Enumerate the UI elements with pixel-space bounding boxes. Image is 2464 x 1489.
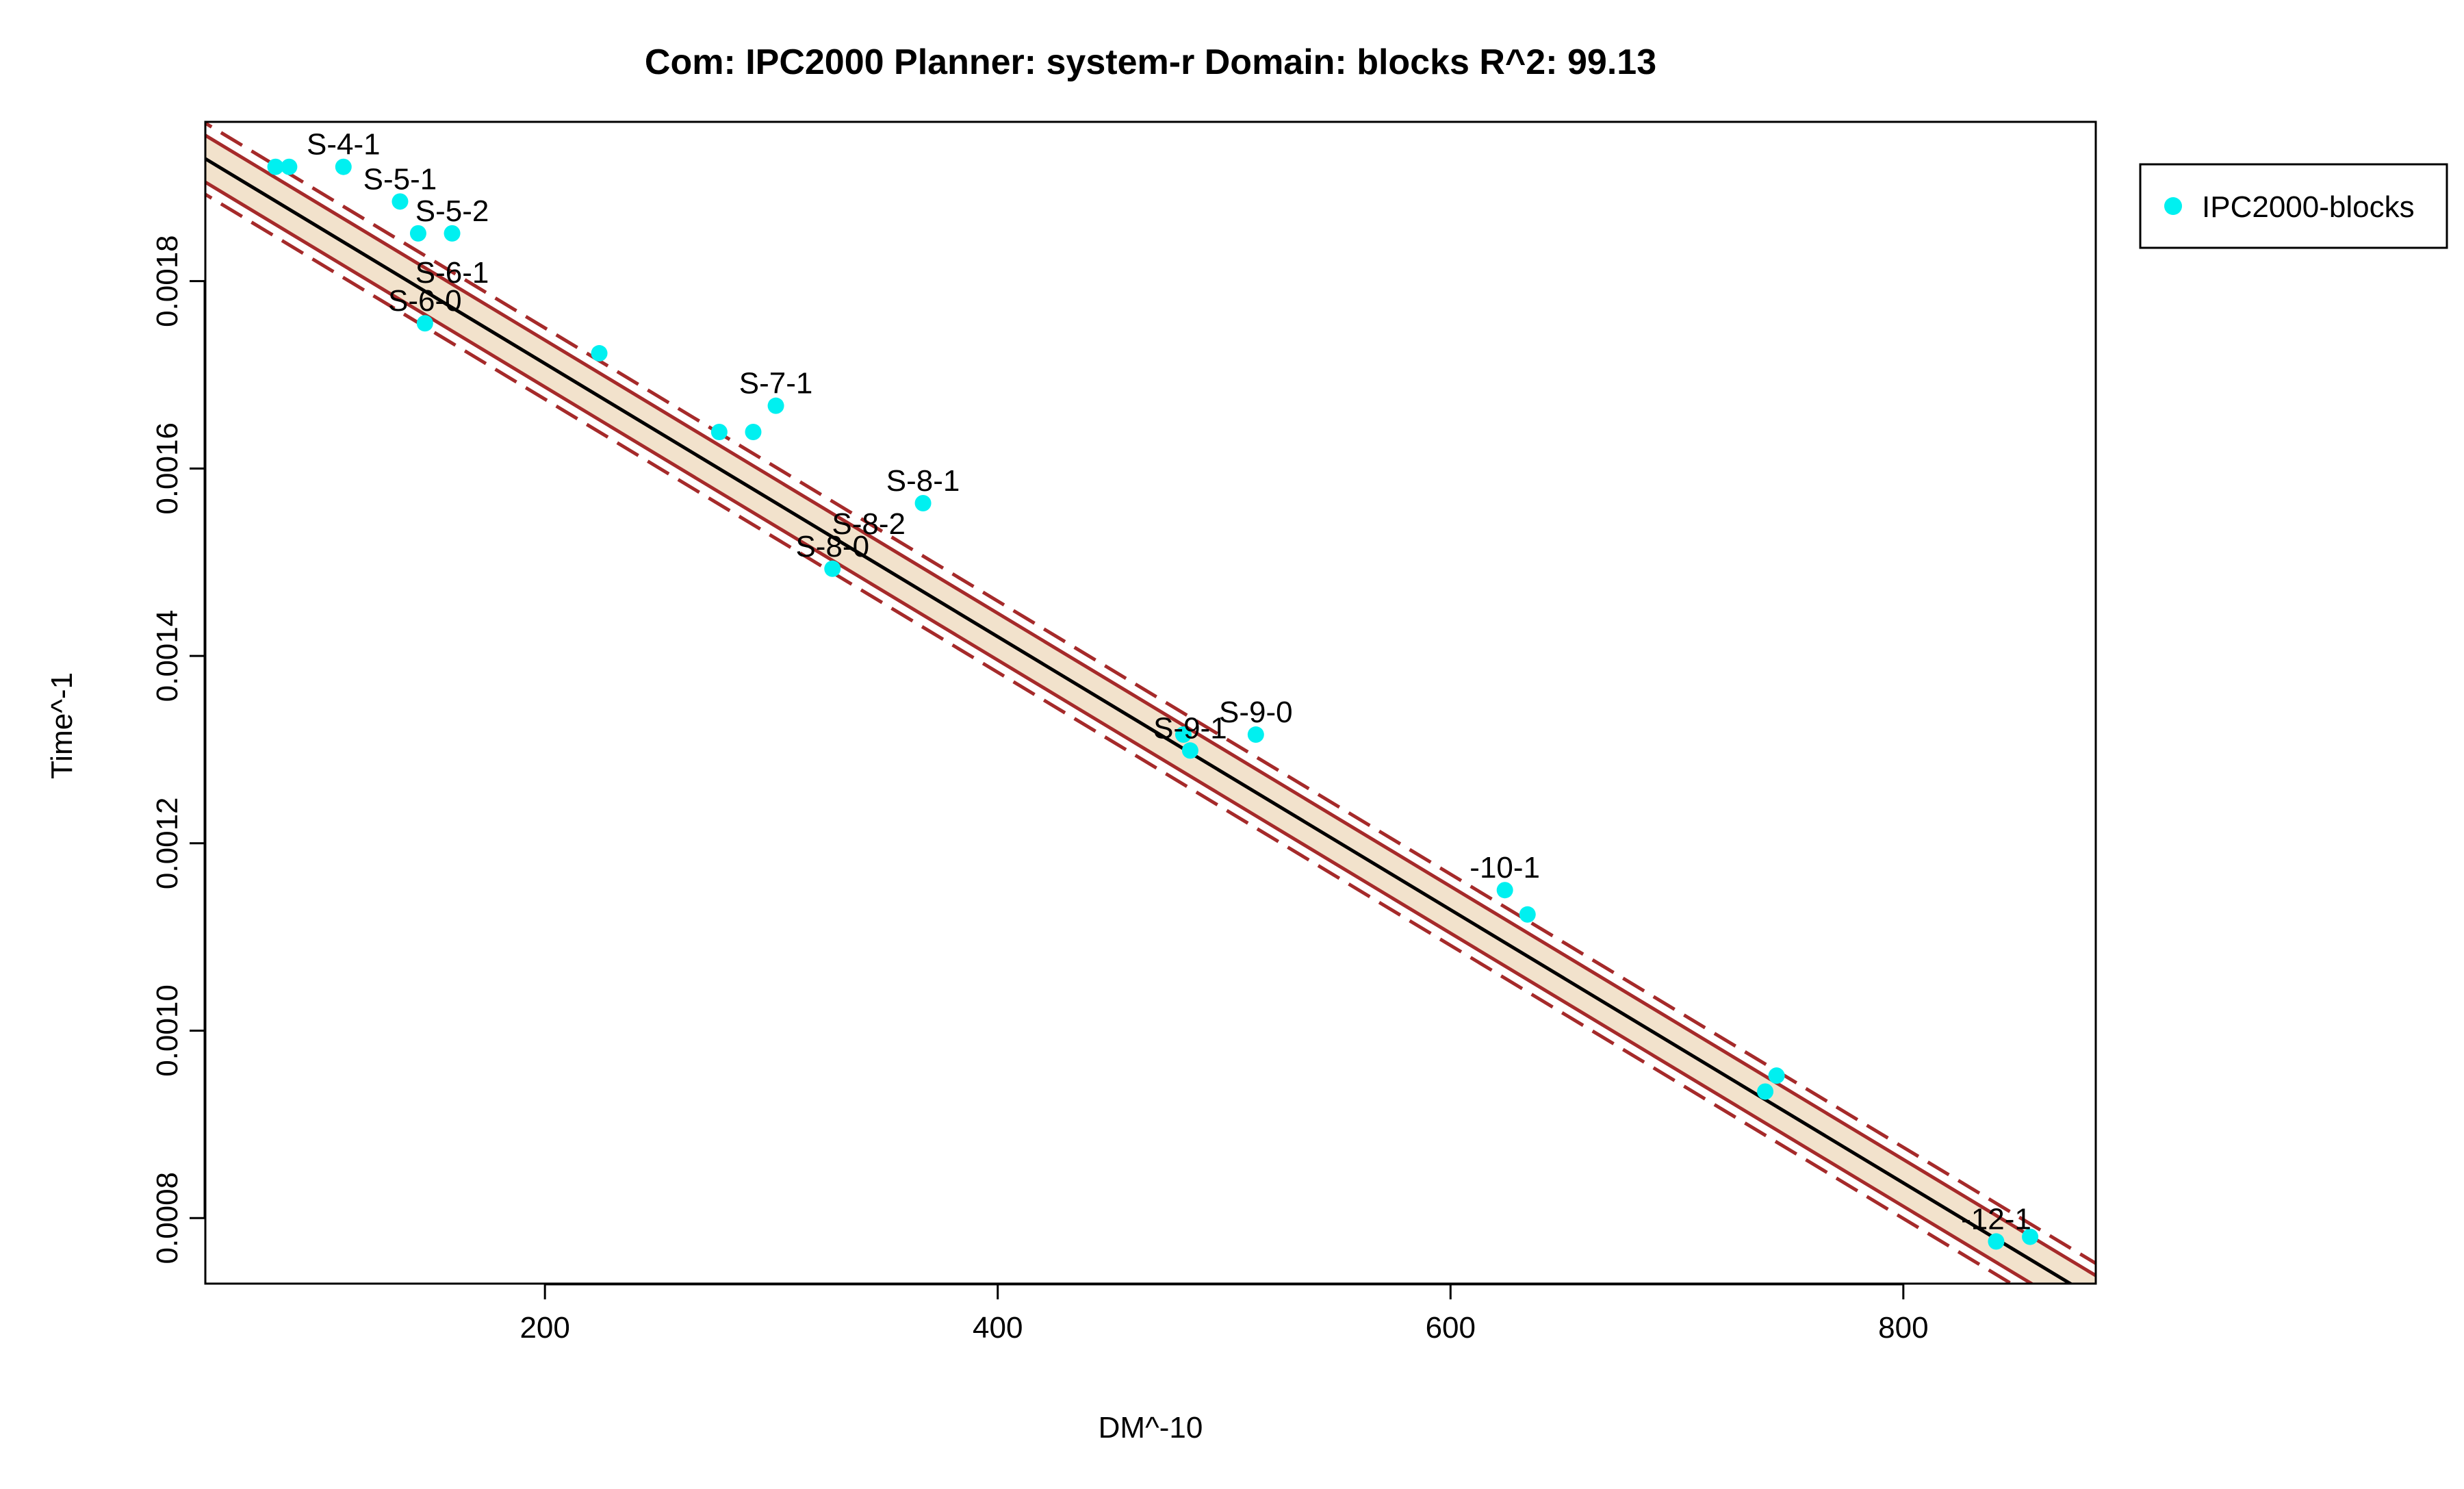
point-label: S-8-2 (832, 507, 906, 541)
data-point (1181, 742, 1198, 759)
y-tick-label: 0.0018 (151, 235, 184, 327)
y-tick-label: 0.0016 (151, 422, 184, 515)
data-point (914, 494, 932, 511)
legend-marker (2164, 197, 2182, 215)
data-point (767, 397, 784, 414)
legend-entry-label: IPC2000-blocks (2202, 190, 2415, 224)
point-label: S-8-0 (795, 530, 869, 563)
x-tick-label: 600 (1426, 1311, 1476, 1345)
prediction-lower-line (205, 192, 2015, 1284)
data-point (824, 560, 841, 577)
y-tick-label: 0.0012 (151, 797, 184, 889)
data-point (1519, 906, 1536, 923)
data-point (409, 225, 426, 242)
point-label: S-5-2 (415, 194, 489, 228)
point-label: S-9-0 (1219, 696, 1293, 729)
x-axis: 200 400 600 800 (519, 1283, 1929, 1345)
y-tick-label: 0.0010 (151, 984, 184, 1077)
plot-area: S-4-1S-5-1S-5-2 S-6-1S-6-0 S-7-1 S-8-1 S-8-2… (205, 122, 2096, 1284)
data-point (392, 193, 409, 210)
y-tick-label: 0.0008 (151, 1172, 184, 1264)
data-point (1757, 1083, 1774, 1100)
data-point (1175, 726, 1192, 743)
data-point (1247, 726, 1264, 743)
data-point (281, 158, 298, 175)
x-tick-label: 400 (973, 1311, 1023, 1345)
confidence-lower-line (205, 180, 2035, 1284)
point-label: S-6-0 (388, 284, 462, 318)
point-label: S-4-1 (307, 128, 381, 162)
legend: IPC2000-blocks (2139, 163, 2448, 249)
data-point (591, 345, 608, 362)
confidence-upper-line (205, 133, 2096, 1278)
data-point (335, 158, 352, 175)
data-point (1988, 1233, 2005, 1250)
point-label: S-6-1 (415, 256, 489, 290)
data-point (1768, 1067, 1785, 1084)
regression-line (205, 156, 2074, 1284)
x-axis-label: DM^-10 (1099, 1411, 1203, 1445)
chart-title: Com: IPC2000 Planner: system-r Domain: b… (645, 42, 1656, 82)
x-tick-label: 800 (1878, 1311, 1928, 1345)
y-tick-label: 0.0014 (151, 610, 184, 702)
data-point (444, 225, 461, 242)
y-axis-label: Time^-1 (45, 672, 79, 779)
data-point (416, 315, 433, 332)
confidence-band (205, 135, 2096, 1284)
legend-box (2139, 163, 2448, 249)
point-label: -12-1 (1961, 1202, 2031, 1236)
point-label: S-9-1 (1153, 711, 1227, 745)
y-axis: 0.0008 0.0010 0.0012 0.0014 0.0016 0.0018 (151, 235, 206, 1264)
point-label: S-8-1 (886, 464, 960, 498)
data-point (2022, 1228, 2039, 1245)
point-label: S-7-1 (739, 367, 813, 400)
data-point (745, 423, 762, 440)
data-point (710, 423, 728, 440)
point-label: -10-1 (1470, 851, 1540, 885)
data-point (1496, 882, 1513, 899)
x-tick-label: 200 (519, 1311, 569, 1345)
prediction-upper-line (205, 122, 2096, 1266)
point-label: S-5-1 (363, 162, 437, 196)
data-point (267, 158, 284, 175)
